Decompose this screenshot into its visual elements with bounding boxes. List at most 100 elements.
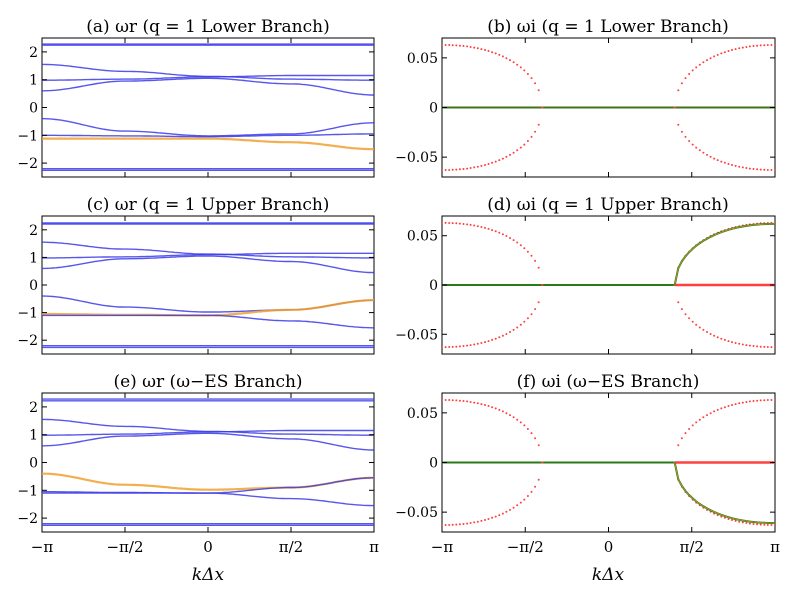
panel-f-point (759, 523, 762, 526)
panel-f-point (516, 418, 519, 421)
panel-d-point (516, 241, 519, 244)
panel-b-point (695, 66, 698, 69)
panel-d-point (519, 323, 522, 326)
panel-d-point (473, 343, 476, 346)
panel-b-point (462, 168, 465, 170)
panel-a-band5-line (42, 74, 374, 82)
panel-b-point (727, 163, 730, 165)
panel-f-point (734, 519, 737, 522)
panel-e-ytick-label: −1 (17, 483, 38, 499)
panel-f-point (723, 516, 726, 519)
panel-f-point (537, 478, 540, 481)
panel-d-point (498, 336, 501, 339)
panel-b-point (534, 130, 537, 133)
panel-b-point (756, 168, 759, 171)
panel-f-point (698, 418, 701, 421)
panel-b-ytick-label: 0 (429, 101, 438, 117)
panel-d-growth-curve (673, 222, 775, 286)
panel-f-point (523, 424, 526, 427)
panel-b-point (702, 151, 705, 154)
panel-b-point (723, 51, 726, 54)
panel-b-point (766, 169, 769, 171)
panel-b-point (752, 168, 755, 170)
panel-f-point (752, 523, 755, 525)
panel-f-point (770, 399, 773, 401)
panel-f-point (763, 399, 766, 402)
panel-f-point (763, 523, 766, 526)
panel-a-frame (41, 37, 375, 178)
panel-d-point (473, 224, 476, 227)
panel-b-point (680, 82, 683, 85)
panel-e-xtick-label: π/2 (279, 538, 303, 556)
panel-f-point (534, 485, 537, 488)
panel-d-plot-area (442, 221, 775, 349)
panel-b-point (480, 164, 483, 167)
panel-e-band4-line (42, 432, 374, 451)
panel-b-point (709, 155, 712, 158)
panel-a-ytick-label: 2 (29, 45, 38, 61)
panel-f-point (731, 404, 733, 406)
panel-b-point (763, 44, 766, 47)
panel-f-point (770, 524, 773, 526)
panel-e-xtick-label: 0 (203, 538, 213, 556)
panel-b-point (505, 155, 508, 158)
panel-c-ytick-label: −1 (17, 306, 38, 322)
panel-d-point (469, 344, 472, 347)
panel-d-point (476, 342, 479, 345)
panel-e-marks: −2 −1 0 1 2 −π −π/2 0 π/2 π (17, 393, 379, 556)
panel-f-point (541, 461, 544, 464)
panel-b-point (523, 69, 526, 72)
panel-d-point (713, 334, 716, 337)
panel-f-point (444, 524, 447, 526)
panel-b-point (748, 45, 751, 48)
panel-f-point (491, 406, 494, 409)
panel-f-growth-curve (673, 462, 775, 525)
panel-b-point (763, 168, 766, 171)
panel-e-xtick-label: −π (31, 538, 54, 556)
panel-f-point (519, 501, 522, 504)
panel-f-point (487, 518, 490, 520)
panel-b-point (713, 55, 716, 58)
panel-f-point (462, 523, 465, 525)
panel-b-point (458, 168, 461, 171)
panel-f-point (745, 401, 748, 403)
panel-b-point (716, 53, 719, 56)
panel-d-point (494, 230, 497, 233)
panel-d-point (509, 237, 511, 239)
panel-f-growth-curve-overlay (674, 462, 775, 524)
panel-d-point (451, 222, 454, 225)
panel-f-plot-area (442, 399, 775, 526)
panel-f-xtick-label: −π (431, 538, 454, 556)
panel-f-point (444, 399, 447, 401)
panel-d-point (537, 301, 540, 304)
panel-b-point (505, 57, 508, 60)
panel-b-point (684, 77, 687, 80)
panel-b-point (734, 164, 737, 167)
panel-d-point (702, 328, 705, 331)
panel-d-point (442, 346, 443, 349)
panel-f-point (727, 518, 730, 520)
panel-d-point (526, 250, 529, 253)
panel-d-ytick-label: −0.05 (395, 327, 438, 343)
panel-a-marks: −2 −1 0 1 2 (17, 38, 375, 177)
panel-a-plot-area (42, 43, 374, 172)
panel-b-point (509, 153, 511, 156)
panel-f-point (706, 414, 708, 417)
panel-f-point (523, 498, 526, 501)
panel-e-ytick-label: −2 (17, 511, 38, 527)
panel-d-point (448, 222, 451, 224)
panel-f-point (469, 401, 472, 403)
panel-f-point (748, 522, 751, 525)
panel-d-point (709, 333, 712, 335)
panel-f-point (469, 522, 472, 524)
panel-c-title: (c) ωr (q = 1 Upper Branch) (87, 195, 330, 215)
panel-b-point (519, 146, 522, 149)
panel-d-point (723, 338, 726, 341)
panel-d-title: (d) ωi (q = 1 Upper Branch) (487, 195, 729, 215)
panel-b-point (774, 169, 775, 171)
panel-c-ytick-label: −2 (17, 333, 38, 349)
panel-d-point (763, 345, 766, 348)
panel-d-point (512, 328, 515, 331)
panel-d-point (498, 231, 501, 234)
panel-e-band5-line (42, 429, 374, 436)
